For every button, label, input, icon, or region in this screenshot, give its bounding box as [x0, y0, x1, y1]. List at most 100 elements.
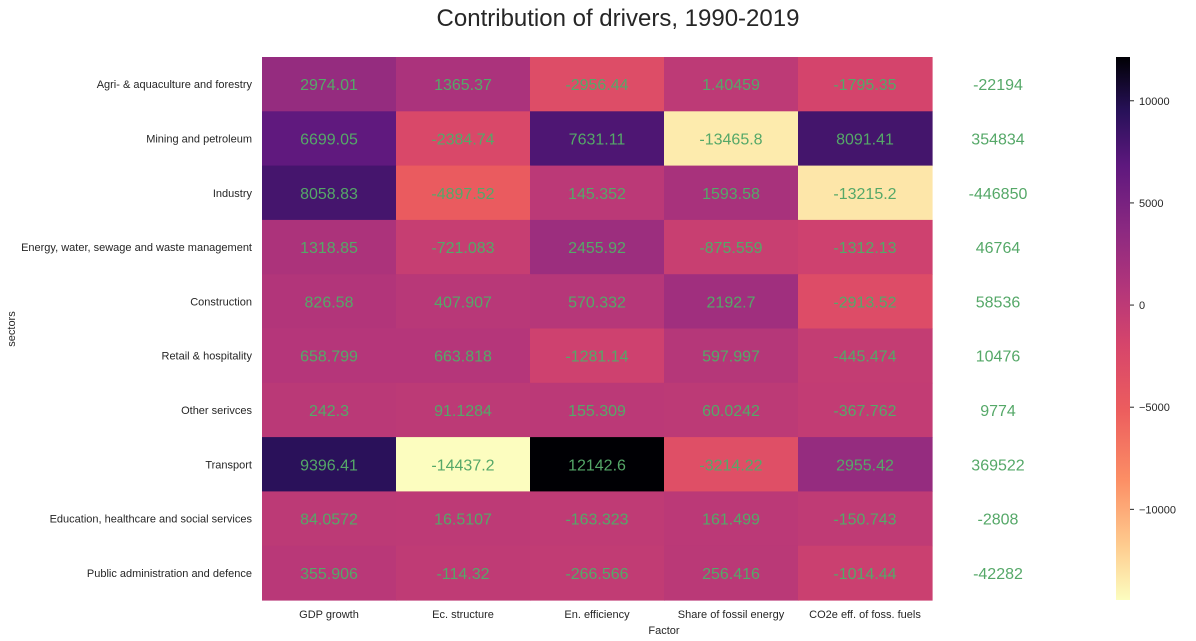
heatmap-cell — [530, 274, 665, 330]
cell-value-label: -875.559 — [699, 240, 762, 257]
heatmap-cell — [798, 57, 933, 112]
cell-value-label: -114.32 — [436, 566, 489, 583]
row-total-label: -42282 — [973, 566, 1023, 583]
column-tick-label: CO2e eff. of foss. fuels — [809, 609, 921, 621]
heatmap-cell — [262, 328, 397, 384]
row-total-label: 354834 — [971, 131, 1024, 148]
cell-value-label: 9396.41 — [300, 457, 358, 474]
heatmap-cell — [530, 328, 665, 384]
colorbar-ticks: 10000 5000 0 −5000 −10000 — [1130, 96, 1176, 516]
heatmap-cell — [396, 382, 531, 438]
heatmap-cell — [664, 382, 799, 438]
heatmap-cell — [530, 545, 665, 601]
row-total-label: 10476 — [976, 349, 1021, 366]
row-totals: -22194 354834 -446850 46764 58536 10476 9774 36… — [969, 77, 1028, 583]
cell-value-label: -367.762 — [833, 403, 896, 420]
heatmap-cell — [798, 328, 933, 384]
heatmap-cell — [664, 274, 799, 330]
cell-value-label: 155.309 — [568, 403, 626, 420]
row-tick-label: Education, healthcare and social service… — [50, 514, 253, 526]
heatmap-cell — [664, 165, 799, 221]
cell-value-label: 597.997 — [702, 349, 760, 366]
heatmap-cell — [396, 491, 531, 547]
row-tick-label: Industry — [213, 188, 253, 200]
heatmap-cell — [798, 165, 933, 221]
heatmap-cell — [798, 437, 933, 492]
heatmap-cell — [798, 382, 933, 438]
cell-value-label: 16.5107 — [434, 512, 492, 529]
heatmap-cell — [530, 437, 665, 492]
colorbar-tick-label: −5000 — [1139, 402, 1170, 414]
row-total-label: 58536 — [976, 294, 1021, 311]
heatmap-cell — [664, 328, 799, 384]
heatmap-cell — [530, 382, 665, 438]
cell-value-label: -150.743 — [833, 512, 896, 529]
heatmap-cell — [396, 328, 531, 384]
chart-title: Contribution of drivers, 1990-2019 — [437, 5, 800, 32]
cell-value-label: -1312.13 — [833, 240, 896, 257]
cell-value-label: 91.1284 — [434, 403, 492, 420]
heatmap-cell — [664, 437, 799, 492]
row-total-label: -22194 — [973, 77, 1023, 94]
cell-value-label: -2913.52 — [833, 294, 896, 311]
row-tick-label: Energy, water, sewage and waste manageme… — [21, 242, 252, 254]
heatmap-cell — [664, 57, 799, 112]
cell-value-label: 8091.41 — [836, 131, 894, 148]
heatmap-cells: 2974.01 1365.37 -2956.44 1.40459 -1795.35 669… — [262, 57, 933, 601]
colorbar-tick-label: 5000 — [1139, 198, 1163, 210]
row-total-label: 9774 — [980, 403, 1016, 420]
heatmap-cell — [798, 545, 933, 601]
colorbar-tick-label: −10000 — [1139, 504, 1176, 516]
row-tick-label: Transport — [205, 459, 252, 471]
heatmap-cell — [262, 437, 397, 492]
column-tick-label: GDP growth — [299, 609, 359, 621]
cell-value-label: -2956.44 — [565, 77, 628, 94]
cell-value-label: -3214.22 — [699, 457, 762, 474]
cell-value-label: 161.499 — [702, 512, 760, 529]
column-tick-label: Share of fossil energy — [678, 609, 785, 621]
heatmap-cell — [664, 545, 799, 601]
heatmap-cell — [798, 274, 933, 330]
heatmap-cell — [396, 545, 531, 601]
heatmap-cell — [664, 491, 799, 547]
cell-value-label: 8058.83 — [300, 186, 358, 203]
heatmap-cell — [262, 219, 397, 275]
row-total-label: -2808 — [978, 512, 1019, 529]
colorbar: 10000 5000 0 −5000 −10000 — [1116, 57, 1176, 600]
cell-value-label: -14437.2 — [431, 457, 494, 474]
cell-value-label: 2974.01 — [300, 77, 358, 94]
cell-value-label: -13465.8 — [699, 131, 762, 148]
heatmap-cell — [262, 491, 397, 547]
heatmap-cell — [262, 545, 397, 601]
heatmap-cell — [798, 111, 933, 167]
heatmap-cell — [664, 111, 799, 167]
heatmap-cell — [798, 219, 933, 275]
colorbar-tick-label: 10000 — [1139, 96, 1170, 108]
cell-value-label: -4897.52 — [431, 186, 494, 203]
heatmap-cell — [530, 57, 665, 112]
cell-value-label: -2384.74 — [431, 131, 494, 148]
heatmap-cell — [262, 111, 397, 167]
colorbar-tick-label: 0 — [1139, 300, 1145, 312]
column-tick-label: Ec. structure — [432, 609, 494, 621]
cell-value-label: 1318.85 — [300, 240, 358, 257]
cell-value-label: 570.332 — [568, 294, 626, 311]
cell-value-label: 2192.7 — [707, 294, 756, 311]
heatmap-cell — [530, 165, 665, 221]
cell-value-label: -445.474 — [833, 349, 896, 366]
heatmap-cell — [262, 165, 397, 221]
heatmap-cell — [262, 382, 397, 438]
heatmap-cell — [396, 165, 531, 221]
cell-value-label: 145.352 — [568, 186, 626, 203]
row-tick-label: Public administration and defence — [87, 568, 252, 580]
heatmap-cell — [262, 57, 397, 112]
cell-value-label: -1014.44 — [833, 566, 896, 583]
cell-value-label: 355.906 — [300, 566, 358, 583]
heatmap-cell — [262, 274, 397, 330]
y-axis-label: sectors — [6, 311, 18, 347]
cell-value-label: 1365.37 — [434, 77, 492, 94]
cell-value-label: -1281.14 — [565, 349, 628, 366]
cell-value-label: 84.0572 — [300, 512, 358, 529]
row-total-label: 46764 — [976, 240, 1021, 257]
